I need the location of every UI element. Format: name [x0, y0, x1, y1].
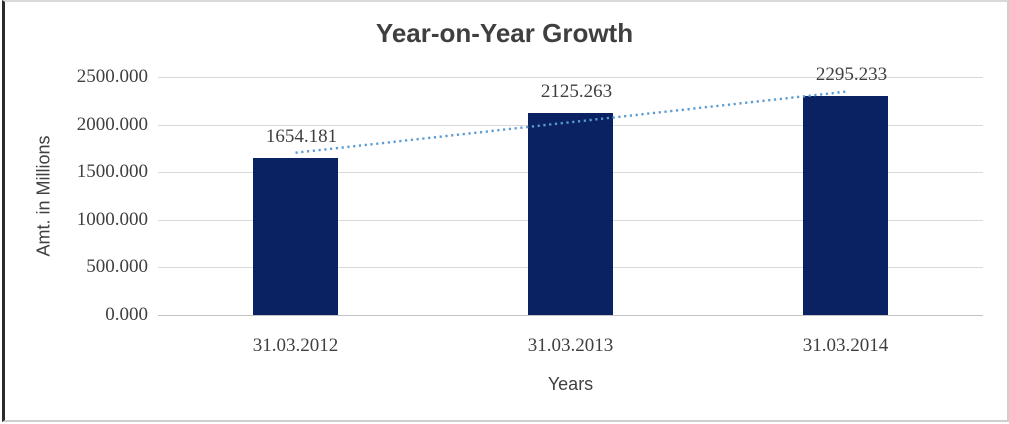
y-tick-label: 0.000 — [105, 304, 148, 325]
x-category-label: 31.03.2012 — [252, 335, 339, 356]
data-label: 1654.181 — [265, 125, 338, 147]
data-label: 2125.263 — [540, 80, 613, 102]
bar-31.03.2012 — [253, 157, 338, 315]
y-tick-label: 2000.000 — [76, 113, 148, 135]
x-axis-line — [158, 315, 983, 316]
y-tick-label: 1500.000 — [76, 161, 148, 183]
bar-31.03.2014 — [803, 96, 888, 315]
data-label: 2295.233 — [815, 64, 888, 86]
bar-31.03.2013 — [528, 112, 613, 315]
y-tick-label: 1000.000 — [76, 208, 148, 230]
x-category-label: 31.03.2014 — [802, 335, 889, 356]
trendline — [295, 90, 846, 154]
y-axis-title: Amt. in Millions — [33, 135, 54, 257]
y-tick-label: 500.000 — [86, 256, 148, 278]
gridline — [158, 77, 983, 78]
chart-title: Year-on-Year Growth — [375, 18, 634, 48]
plot-area — [158, 77, 983, 316]
y-tick-label: 2500.000 — [76, 66, 148, 87]
x-category-label: 31.03.2013 — [527, 335, 614, 356]
x-axis-title: Years — [547, 374, 594, 394]
